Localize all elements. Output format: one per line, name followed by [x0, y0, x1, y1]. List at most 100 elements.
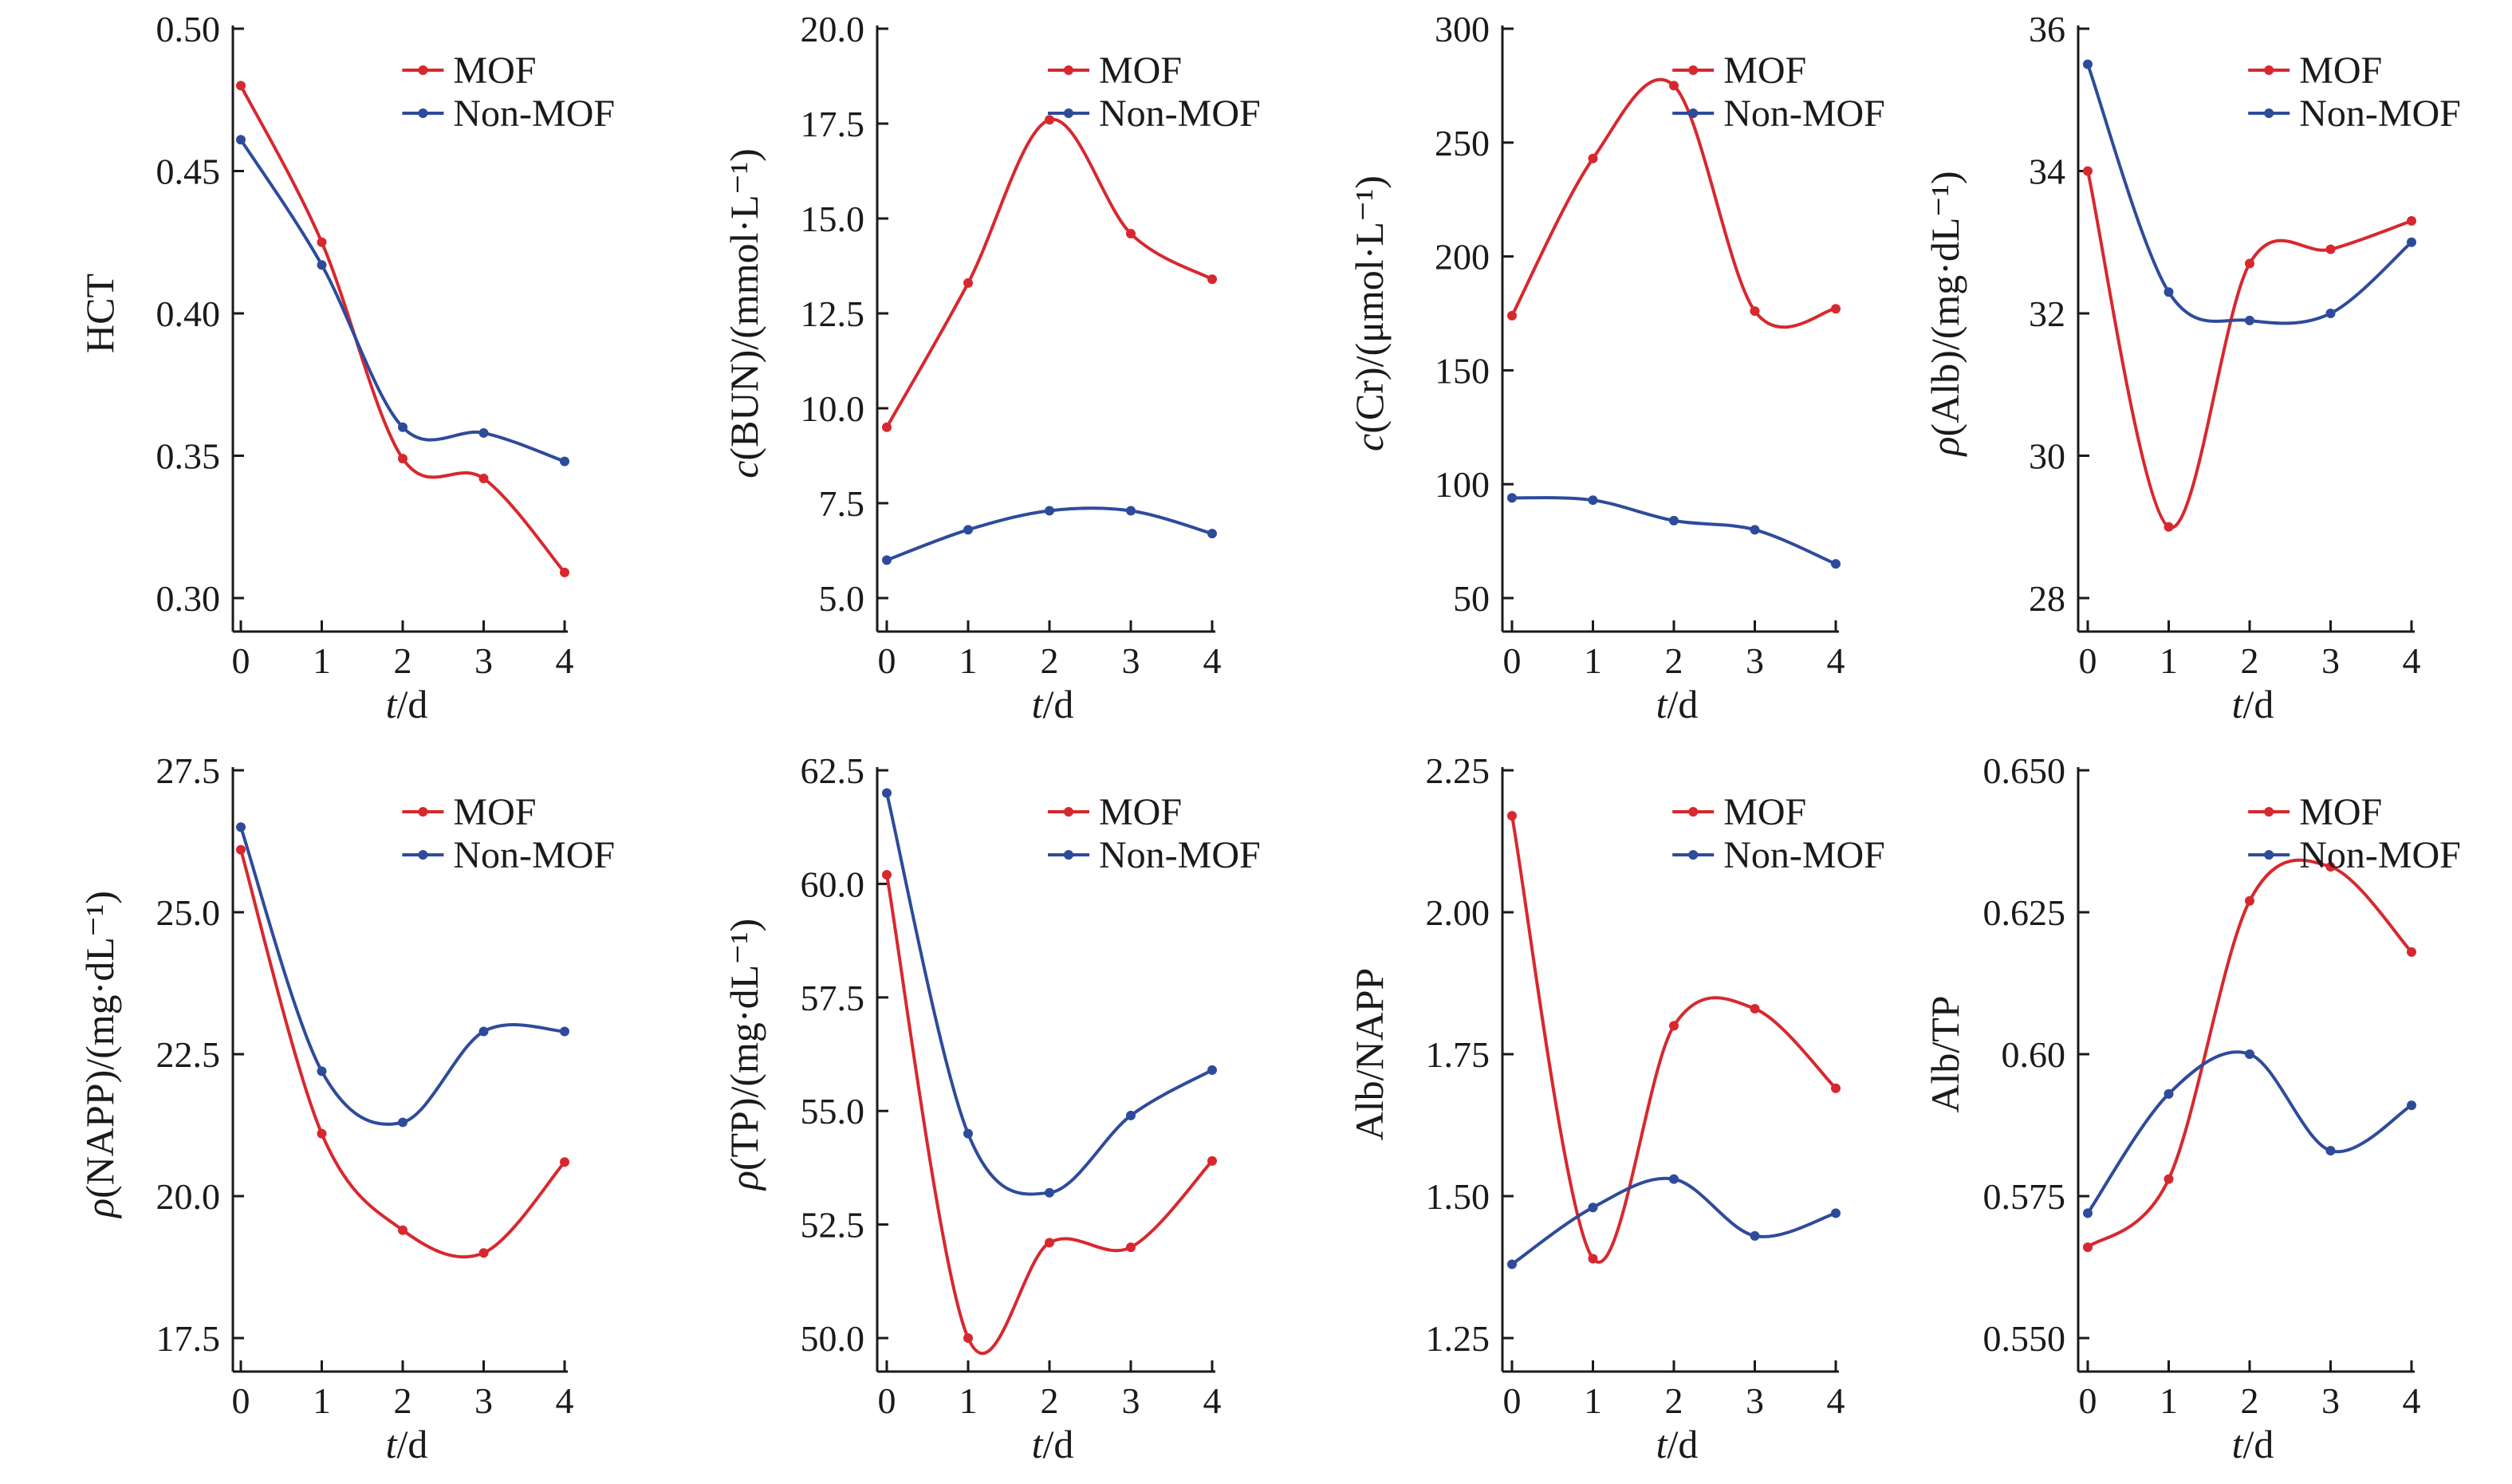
- data-point-mof: [963, 278, 973, 288]
- chart-panel-2: 5.0 7.5 10.0 12.5 15.0 17.5 20.0 0 1 2 3 4 t/d c(BUN)…: [722, 9, 1261, 726]
- x-tick-label: 4: [1203, 640, 1222, 681]
- y-tick-label: 250: [1435, 123, 1490, 163]
- data-point-non-mof: [1126, 506, 1136, 516]
- y-tick-label: 0.575: [1983, 1176, 2066, 1217]
- data-point-mof: [1588, 1254, 1598, 1264]
- y-axis-label: c(BUN)/(mmol·L⁻¹): [722, 148, 766, 478]
- legend-marker-mof: [1064, 807, 1073, 817]
- legend-marker-mof: [418, 807, 428, 817]
- legend-marker-mof: [2264, 65, 2274, 75]
- series-line-non-mof: [1510, 1176, 1837, 1266]
- chart-panel-5: 17.5 20.0 22.5 25.0 27.5 0 1 2 3 4 t/d ρ(NAPP)/(mg·…: [77, 750, 615, 1466]
- x-tick-label: 4: [1827, 640, 1845, 681]
- series-line-non-mof: [2086, 62, 2413, 325]
- legend-label-non-mof: Non-MOF: [453, 93, 615, 135]
- x-axis-label: t/d: [2232, 1422, 2274, 1466]
- data-point-non-mof: [1831, 559, 1841, 569]
- x-tick-label: 1: [313, 640, 331, 681]
- data-point-non-mof: [1588, 495, 1598, 506]
- series-line-mof: [885, 873, 1214, 1356]
- chart-panel-3: 50 100 150 200 250 300 0 1 2 3 4 t/d c(Cr)/(μmol·L⁻¹…: [1347, 9, 1885, 726]
- data-point-mof: [2407, 947, 2416, 957]
- series-line-mof: [885, 117, 1214, 429]
- x-tick-label: 2: [1665, 640, 1683, 681]
- data-point-non-mof: [560, 456, 569, 466]
- y-tick-label: 15.0: [801, 199, 865, 239]
- data-point-non-mof: [317, 1066, 327, 1077]
- y-tick-label: 0.550: [1983, 1318, 2066, 1359]
- data-point-non-mof: [398, 422, 408, 432]
- data-point-mof: [1045, 115, 1054, 125]
- data-point-mof: [2164, 522, 2174, 532]
- data-point-non-mof: [882, 555, 892, 565]
- x-tick-label: 3: [2321, 1380, 2340, 1421]
- data-point-mof: [317, 1128, 327, 1139]
- data-point-mof: [398, 1225, 408, 1235]
- y-axis-label: ρ(Alb)/(mg·dL⁻¹): [1923, 171, 1967, 458]
- y-tick-label: 100: [1435, 464, 1490, 505]
- data-point-mof: [1669, 1021, 1679, 1031]
- x-tick-label: 0: [2079, 1380, 2097, 1421]
- legend-marker-mof: [418, 65, 428, 75]
- legend-label-mof: MOF: [1099, 49, 1182, 92]
- x-tick-label: 3: [1746, 1380, 1764, 1421]
- data-point-mof: [1669, 81, 1679, 91]
- series-line-mof: [1510, 814, 1837, 1264]
- data-point-mof: [478, 1248, 489, 1258]
- x-tick-label: 4: [556, 1380, 574, 1421]
- series-line-mof: [239, 84, 566, 574]
- x-tick-label: 3: [1122, 1380, 1140, 1421]
- y-tick-label: 36: [2029, 9, 2065, 49]
- y-tick-label: 0.60: [2002, 1034, 2066, 1075]
- y-tick-label: 28: [2029, 578, 2065, 619]
- series-line-mof: [239, 848, 566, 1259]
- legend-marker-non-mof: [418, 108, 428, 118]
- data-point-mof: [1831, 1083, 1841, 1093]
- data-point-non-mof: [560, 1026, 569, 1037]
- data-point-non-mof: [1831, 1208, 1841, 1218]
- x-tick-label: 2: [2241, 1380, 2259, 1421]
- data-point-mof: [1507, 310, 1517, 321]
- data-point-non-mof: [2083, 59, 2093, 69]
- data-point-non-mof: [1507, 493, 1517, 503]
- data-point-mof: [560, 1157, 569, 1167]
- x-tick-label: 4: [556, 640, 574, 681]
- y-tick-label: 7.5: [819, 483, 865, 524]
- data-point-mof: [236, 81, 246, 91]
- y-tick-label: 0.625: [1983, 892, 2066, 933]
- data-point-non-mof: [882, 788, 892, 798]
- legend-marker-non-mof: [1064, 108, 1073, 118]
- x-axis-label: t/d: [386, 1422, 428, 1466]
- x-tick-label: 1: [1584, 640, 1602, 681]
- data-point-mof: [882, 422, 892, 432]
- x-tick-label: 0: [1503, 1380, 1522, 1421]
- legend-marker-non-mof: [418, 850, 428, 860]
- y-tick-label: 0.650: [1983, 750, 2066, 791]
- data-point-mof: [1207, 274, 1217, 285]
- data-point-mof: [1126, 229, 1136, 239]
- x-tick-label: 1: [959, 640, 978, 681]
- data-point-non-mof: [236, 135, 246, 145]
- data-point-mof: [1045, 1238, 1054, 1248]
- chart-panel-7: 1.25 1.50 1.75 2.00 2.25 0 1 2 3 4 t/d Alb/NAPP MOFN…: [1347, 750, 1885, 1466]
- legend-marker-non-mof: [1688, 850, 1699, 860]
- data-point-non-mof: [1207, 1065, 1217, 1075]
- y-tick-label: 0.30: [156, 578, 221, 619]
- y-tick-label: 57.5: [801, 978, 865, 1018]
- x-tick-label: 2: [394, 1380, 412, 1421]
- y-tick-label: 1.25: [1426, 1318, 1490, 1359]
- y-tick-label: 32: [2029, 293, 2065, 334]
- series-line-non-mof: [239, 825, 566, 1126]
- series-line-non-mof: [1510, 496, 1837, 566]
- x-tick-label: 0: [878, 640, 896, 681]
- data-point-mof: [478, 474, 489, 484]
- x-axis-label: t/d: [1032, 1422, 1074, 1466]
- legend-label-non-mof: Non-MOF: [1099, 93, 1261, 135]
- x-tick-label: 2: [2241, 640, 2259, 681]
- data-point-non-mof: [1669, 515, 1679, 526]
- legend-label-non-mof: Non-MOF: [1723, 834, 1885, 876]
- data-point-non-mof: [1126, 1110, 1136, 1120]
- data-point-non-mof: [317, 260, 327, 270]
- y-tick-label: 0.35: [156, 436, 221, 477]
